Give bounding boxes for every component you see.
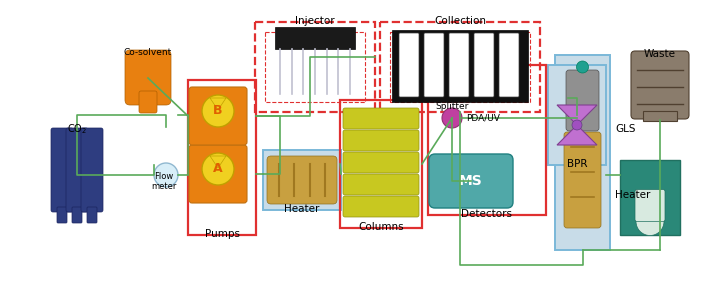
FancyBboxPatch shape xyxy=(564,132,601,228)
FancyBboxPatch shape xyxy=(499,33,519,97)
Bar xyxy=(392,30,528,102)
FancyBboxPatch shape xyxy=(343,152,419,173)
Polygon shape xyxy=(557,125,597,145)
Text: MS: MS xyxy=(459,174,483,188)
Bar xyxy=(265,32,365,102)
Polygon shape xyxy=(210,98,226,110)
Bar xyxy=(555,55,610,250)
Text: Co-solvent: Co-solvent xyxy=(124,48,172,57)
Bar xyxy=(643,111,677,121)
Bar xyxy=(255,22,375,112)
Text: Detectors: Detectors xyxy=(462,209,513,219)
Polygon shape xyxy=(210,156,226,168)
Bar xyxy=(263,150,341,210)
Bar xyxy=(620,160,680,235)
FancyBboxPatch shape xyxy=(343,108,419,129)
FancyBboxPatch shape xyxy=(125,50,171,105)
Text: Waste: Waste xyxy=(644,49,676,59)
Circle shape xyxy=(577,61,588,73)
Text: Flow
meter: Flow meter xyxy=(151,172,176,191)
Text: Splitter: Splitter xyxy=(436,102,469,111)
Bar xyxy=(380,22,540,112)
Text: Injector: Injector xyxy=(295,16,335,26)
Text: A: A xyxy=(213,163,222,175)
Text: B: B xyxy=(213,105,222,117)
Text: Pumps: Pumps xyxy=(204,229,240,239)
Bar xyxy=(275,27,355,49)
FancyBboxPatch shape xyxy=(81,128,103,212)
FancyBboxPatch shape xyxy=(267,156,337,204)
FancyBboxPatch shape xyxy=(87,207,97,223)
Bar xyxy=(428,65,546,215)
FancyBboxPatch shape xyxy=(51,128,73,212)
Text: GLS: GLS xyxy=(615,124,636,134)
Bar xyxy=(188,80,256,235)
Bar xyxy=(340,100,422,228)
Circle shape xyxy=(202,153,234,185)
Text: Columns: Columns xyxy=(358,222,404,232)
Text: Collection: Collection xyxy=(434,16,486,26)
FancyBboxPatch shape xyxy=(72,207,82,223)
Circle shape xyxy=(442,108,462,128)
FancyBboxPatch shape xyxy=(343,130,419,151)
FancyBboxPatch shape xyxy=(635,190,665,222)
FancyBboxPatch shape xyxy=(429,154,513,208)
Text: BPR: BPR xyxy=(567,159,588,169)
FancyBboxPatch shape xyxy=(139,91,157,113)
Polygon shape xyxy=(557,105,597,125)
Bar xyxy=(390,32,530,102)
FancyBboxPatch shape xyxy=(343,174,419,195)
FancyBboxPatch shape xyxy=(189,87,247,145)
FancyBboxPatch shape xyxy=(66,128,88,212)
Bar xyxy=(548,65,606,165)
FancyBboxPatch shape xyxy=(399,33,419,97)
Circle shape xyxy=(154,163,178,187)
FancyBboxPatch shape xyxy=(424,33,444,97)
FancyBboxPatch shape xyxy=(189,145,247,203)
Text: Heater: Heater xyxy=(615,190,650,200)
FancyBboxPatch shape xyxy=(343,196,419,217)
Circle shape xyxy=(572,120,582,130)
FancyBboxPatch shape xyxy=(566,70,599,131)
Text: CO$_2$: CO$_2$ xyxy=(67,122,87,136)
Circle shape xyxy=(202,95,234,127)
Circle shape xyxy=(636,208,664,236)
FancyBboxPatch shape xyxy=(474,33,494,97)
Text: PDA/UV: PDA/UV xyxy=(466,114,500,123)
FancyBboxPatch shape xyxy=(631,51,689,119)
Text: Heater: Heater xyxy=(284,204,320,214)
FancyBboxPatch shape xyxy=(449,33,469,97)
FancyBboxPatch shape xyxy=(57,207,67,223)
